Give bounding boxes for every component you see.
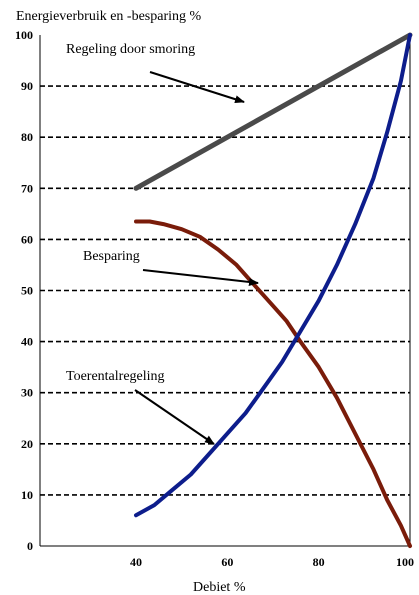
y-tick-6: 60 bbox=[21, 232, 33, 246]
series-line-toerental bbox=[134, 33, 412, 518]
y-tick-2: 20 bbox=[21, 437, 33, 451]
x-tick-3: 100 bbox=[396, 555, 414, 569]
series-line-smoring bbox=[133, 32, 413, 191]
arrow-smoring bbox=[149, 71, 245, 104]
x-tick-0: 40 bbox=[130, 555, 142, 569]
x-axis-label: Debiet % bbox=[193, 580, 246, 595]
x-tick-labels: 40 60 80 100 bbox=[130, 555, 414, 569]
x-tick-1: 60 bbox=[221, 555, 233, 569]
y-tick-1: 10 bbox=[21, 488, 33, 502]
series-line-besparing bbox=[134, 219, 412, 548]
y-tick-5: 50 bbox=[21, 284, 33, 298]
y-tick-0: 0 bbox=[27, 539, 33, 553]
annotation-toerental: Toerentalregeling bbox=[66, 369, 165, 384]
arrow-besparing bbox=[142, 269, 259, 286]
y-tick-3: 30 bbox=[21, 386, 33, 400]
x-tick-2: 80 bbox=[313, 555, 325, 569]
y-tick-9: 90 bbox=[21, 79, 33, 93]
y-tick-4: 40 bbox=[21, 335, 33, 349]
y-tick-7: 70 bbox=[21, 181, 33, 195]
arrow-toerental bbox=[134, 389, 215, 445]
annotation-smoring: Regeling door smoring bbox=[66, 42, 195, 57]
y-tick-labels: 0 10 20 30 40 50 60 70 80 90 100 bbox=[15, 28, 33, 553]
y-tick-10: 100 bbox=[15, 28, 33, 42]
series-lines bbox=[133, 32, 413, 548]
chart-title: Energieverbruik en -besparing % bbox=[16, 9, 202, 24]
y-tick-8: 80 bbox=[21, 130, 33, 144]
grid-lines bbox=[40, 85, 410, 496]
annotation-besparing: Besparing bbox=[83, 249, 140, 264]
